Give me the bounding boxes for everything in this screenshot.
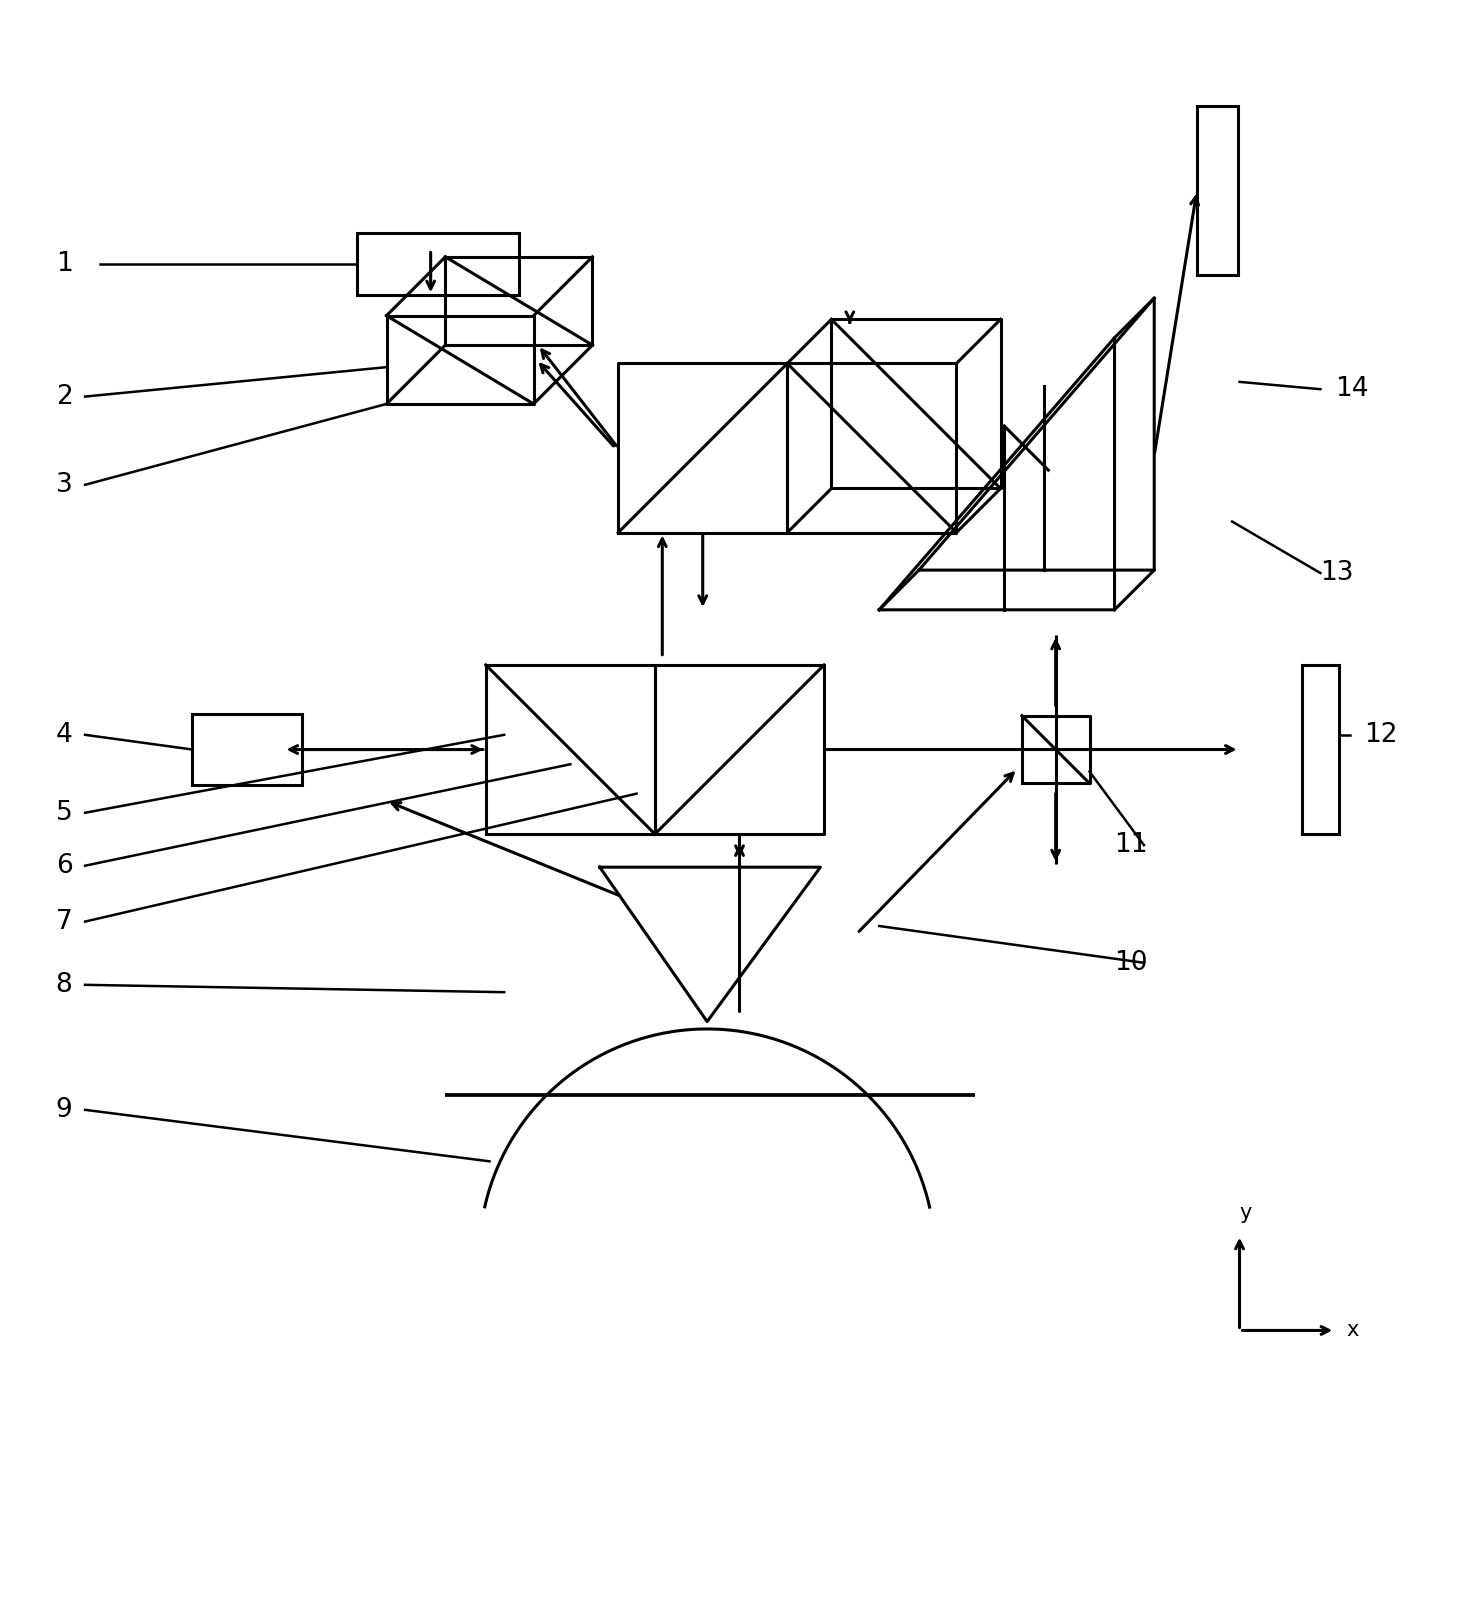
Text: 13: 13 xyxy=(1321,561,1353,586)
Text: 1: 1 xyxy=(56,252,72,277)
Text: 8: 8 xyxy=(56,972,72,998)
Text: 12: 12 xyxy=(1365,723,1398,748)
Bar xyxy=(356,234,519,295)
Text: y: y xyxy=(1239,1203,1251,1222)
Text: x: x xyxy=(1346,1320,1359,1341)
Text: 9: 9 xyxy=(56,1097,72,1123)
Text: 11: 11 xyxy=(1115,831,1148,859)
Text: 4: 4 xyxy=(56,723,72,748)
Text: 2: 2 xyxy=(56,383,72,410)
Text: 6: 6 xyxy=(56,852,72,879)
Text: 14: 14 xyxy=(1336,376,1368,402)
Bar xyxy=(1197,106,1238,276)
Bar xyxy=(192,714,302,785)
Text: 3: 3 xyxy=(56,473,72,498)
Bar xyxy=(1302,665,1338,835)
Text: 10: 10 xyxy=(1115,950,1148,976)
Text: 7: 7 xyxy=(56,908,72,934)
Text: 5: 5 xyxy=(56,799,72,825)
